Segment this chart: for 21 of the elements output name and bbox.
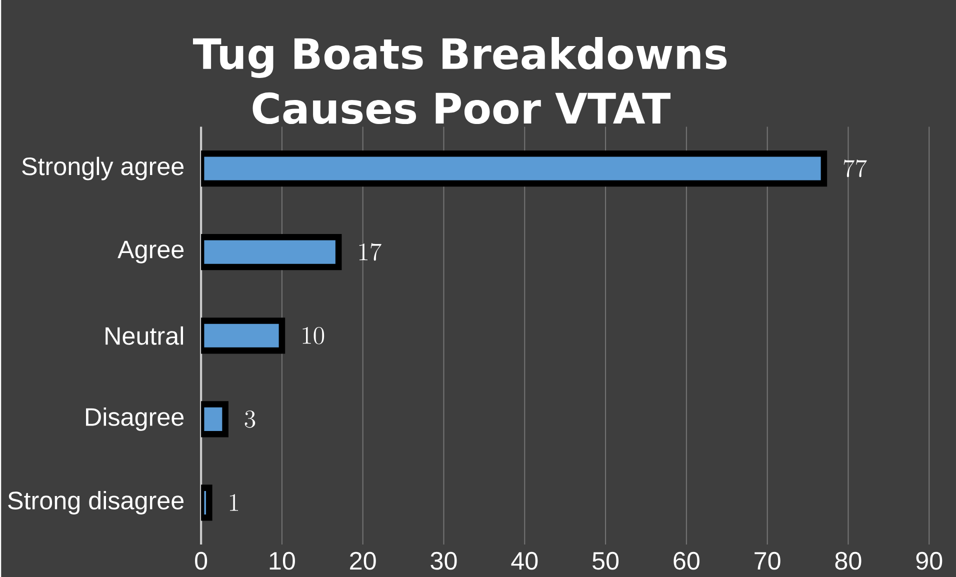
x-tick-label: 80 <box>835 552 862 570</box>
x-tick-label: 60 <box>674 552 700 570</box>
x-tick-label: 40 <box>511 552 538 570</box>
x-tick-label: 50 <box>592 552 619 570</box>
x-tick-label: 90 <box>916 552 942 570</box>
data-label: 17 <box>359 243 382 261</box>
y-tick-label: Strong disagree <box>8 490 184 514</box>
y-tick-label: Neutral <box>106 326 184 345</box>
x-tick-label: 70 <box>754 552 780 570</box>
data-label: 77 <box>844 159 867 178</box>
data-label: 3 <box>244 410 256 428</box>
chart-title: Tug Boats Breakdowns Causes Poor VTAT <box>192 36 727 124</box>
y-tick-label: Strongly agree <box>22 156 184 180</box>
data-label: 1 <box>230 494 238 511</box>
x-tick-label: 30 <box>430 552 457 570</box>
x-tick-label: 20 <box>350 552 376 570</box>
x-tick-label: 0 <box>195 552 208 570</box>
x-tick-label: 10 <box>270 552 295 570</box>
y-tick-label: Agree <box>118 240 184 264</box>
data-label: 10 <box>302 326 324 344</box>
y-tick-label: Disagree <box>86 407 184 431</box>
